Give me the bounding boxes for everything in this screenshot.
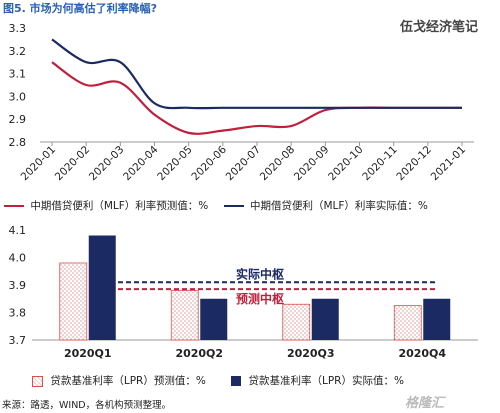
- line-chart: 3.33.23.13.02.92.82020-012020-022020-032…: [9, 22, 474, 184]
- brand-label: 伍戈经济笔记: [400, 20, 479, 35]
- bar-category-label: 2020Q4: [398, 347, 446, 360]
- actual-center-label: 实际中枢: [236, 266, 284, 281]
- line-ytick-label: 2.8: [9, 136, 27, 149]
- legend-swatch-lpr-predicted: [32, 375, 43, 387]
- line-ytick-label: 2.9: [9, 113, 27, 126]
- line-xtick-label: 2020-05: [155, 144, 195, 184]
- line-ytick-label: 3.1: [9, 68, 27, 81]
- bar-ytick-label: 4.1: [9, 224, 27, 237]
- line-xtick-label: 2020-08: [258, 144, 298, 184]
- line-xtick-label: 2020-07: [224, 144, 264, 184]
- bar-ytick-label: 3.9: [9, 279, 27, 292]
- legend-label-predicted: 中期借贷便利（MLF）利率预测值：%: [30, 200, 209, 212]
- line-ytick-label: 3.3: [9, 22, 27, 35]
- watermark-logo: 格隆汇: [405, 396, 445, 411]
- lpr-actual-bar: [88, 235, 116, 340]
- legend-swatch-lpr-actual: [231, 376, 242, 386]
- legend-label-lpr-predicted: 贷款基准利率（LPR）预测值：%: [50, 375, 206, 387]
- lpr-predicted-bar: [282, 303, 311, 341]
- line-chart-legend: 中期借贷便利（MLF）利率预测值：% 中期借贷便利（MLF）利率实际值：%: [4, 198, 428, 213]
- bar-category-label: 2020Q3: [287, 347, 335, 360]
- legend-swatch-predicted: [4, 205, 24, 207]
- legend-swatch-actual: [223, 205, 244, 207]
- line-ytick-label: 3.0: [9, 90, 27, 103]
- lpr-predicted-bar: [59, 262, 88, 341]
- lpr-actual-bar: [423, 298, 451, 340]
- mlf-predicted-line: [51, 61, 462, 135]
- lpr-predicted-bar: [170, 290, 199, 341]
- source-note: 来源：路透，WIND，各机构预测整理。: [2, 400, 172, 411]
- bar-ytick-label: 3.8: [9, 307, 27, 320]
- bar-category-label: 2020Q2: [175, 347, 223, 360]
- line-xtick-label: 2020-12: [394, 144, 434, 184]
- line-xtick-label: 2020-09: [292, 144, 332, 184]
- line-xtick-label: 2020-06: [189, 143, 229, 183]
- lpr-predicted-bar: [393, 305, 422, 341]
- mlf-actual-line: [51, 38, 462, 110]
- line-xtick-label: 2020-01: [19, 144, 59, 184]
- legend-label-actual: 中期借贷便利（MLF）利率实际值：%: [249, 200, 428, 212]
- line-xtick-label: 2020-04: [121, 143, 161, 183]
- bar-category-label: 2020Q1: [64, 347, 112, 360]
- bar-chart-legend: 贷款基准利率（LPR）预测值：% 贷款基准利率（LPR）实际值：%: [32, 373, 404, 388]
- predicted-center-label: 预测中枢: [236, 291, 284, 306]
- legend-label-lpr-actual: 贷款基准利率（LPR）实际值：%: [248, 375, 404, 387]
- line-xtick-label: 2020-02: [53, 144, 93, 184]
- line-xtick-label: 2020-10: [326, 144, 366, 184]
- bar-ytick-label: 4.0: [9, 252, 27, 265]
- lpr-actual-bar: [200, 298, 228, 340]
- figure-title: 图5. 市场为何高估了利率降幅?: [3, 2, 158, 15]
- bar-ytick-label: 3.7: [9, 334, 27, 347]
- line-xtick-label: 2020-11: [360, 144, 400, 184]
- lpr-actual-bar: [311, 298, 339, 340]
- line-ytick-label: 3.2: [9, 45, 27, 58]
- line-xtick-label: 2020-03: [87, 144, 127, 184]
- line-xtick-label: 2021-01: [429, 144, 469, 184]
